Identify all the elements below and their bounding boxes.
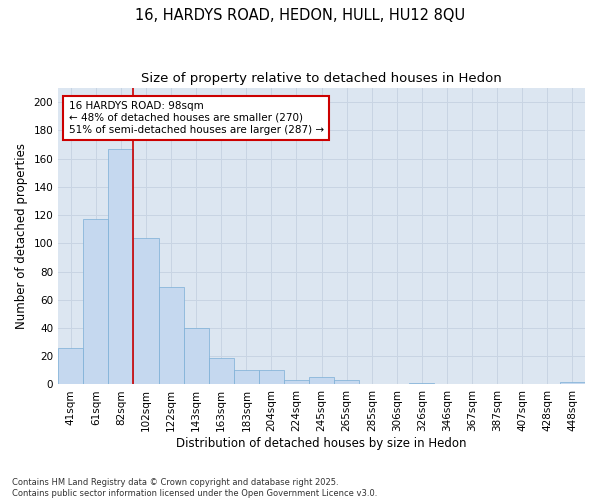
Bar (83, 220, 109, 384)
Bar (560, 382, 585, 384)
Bar (409, 383, 434, 384)
Text: Contains HM Land Registry data © Crown copyright and database right 2025.
Contai: Contains HM Land Registry data © Crown c… (12, 478, 377, 498)
Bar (109, 148, 133, 384)
Bar (234, 370, 259, 384)
Text: 16, HARDYS ROAD, HEDON, HULL, HU12 8QU: 16, HARDYS ROAD, HEDON, HULL, HU12 8QU (135, 8, 465, 22)
Bar (284, 380, 309, 384)
X-axis label: Distribution of detached houses by size in Hedon: Distribution of detached houses by size … (176, 437, 467, 450)
Bar (334, 380, 359, 384)
Bar (259, 370, 284, 384)
Bar (184, 328, 209, 384)
Bar (209, 358, 234, 384)
Bar (309, 378, 334, 384)
Bar (58, 348, 83, 385)
Title: Size of property relative to detached houses in Hedon: Size of property relative to detached ho… (141, 72, 502, 86)
Text: 16 HARDYS ROAD: 98sqm
← 48% of detached houses are smaller (270)
51% of semi-det: 16 HARDYS ROAD: 98sqm ← 48% of detached … (69, 102, 324, 134)
Y-axis label: Number of detached properties: Number of detached properties (15, 144, 28, 330)
Bar (133, 238, 158, 384)
Bar (158, 287, 184, 384)
